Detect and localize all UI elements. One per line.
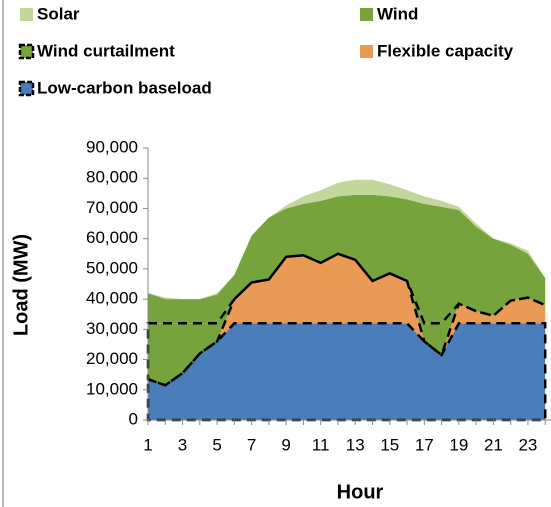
y-tick-label: 20,000 xyxy=(86,349,138,368)
y-tick-label: 40,000 xyxy=(86,289,138,308)
y-axis-label: Load (MW) xyxy=(10,234,32,336)
legend-swatch xyxy=(360,45,373,58)
y-tick-label: 70,000 xyxy=(86,198,138,217)
legend-swatch xyxy=(18,43,35,60)
y-tick-label: 80,000 xyxy=(86,168,138,187)
x-tick-label: 11 xyxy=(312,435,330,454)
y-tick-label: 30,000 xyxy=(86,319,138,338)
x-tick-label: 1 xyxy=(143,435,152,454)
legend-swatch xyxy=(360,8,373,21)
y-tick-label: 10,000 xyxy=(86,379,138,398)
area-outline xyxy=(146,252,546,387)
legend-label: Wind xyxy=(377,4,418,23)
area xyxy=(148,194,546,324)
area xyxy=(148,323,546,420)
x-tick-label: 19 xyxy=(449,435,468,454)
x-tick-label: 21 xyxy=(484,435,503,454)
legend-label: Solar xyxy=(37,4,80,23)
x-tick-label: 13 xyxy=(346,435,365,454)
y-tick-label: 60,000 xyxy=(86,228,138,247)
legend-swatch xyxy=(20,8,33,21)
y-tick-label: 50,000 xyxy=(86,258,138,277)
legend-label: Wind curtailment xyxy=(37,41,175,60)
legend-label: Flexible capacity xyxy=(377,41,514,60)
x-tick-label: 17 xyxy=(415,435,434,454)
legend-swatch xyxy=(18,80,35,97)
x-tick-label: 9 xyxy=(281,435,290,454)
y-tick-label: 90,000 xyxy=(86,137,138,156)
x-axis-label: Hour xyxy=(337,481,384,503)
x-tick-label: 23 xyxy=(518,435,537,454)
x-tick-label: 7 xyxy=(247,435,256,454)
y-tick-label: 0 xyxy=(129,409,138,428)
x-tick-label: 3 xyxy=(178,435,187,454)
x-tick-label: 15 xyxy=(380,435,399,454)
legend-label: Low-carbon baseload xyxy=(37,78,212,97)
x-tick-label: 5 xyxy=(212,435,221,454)
